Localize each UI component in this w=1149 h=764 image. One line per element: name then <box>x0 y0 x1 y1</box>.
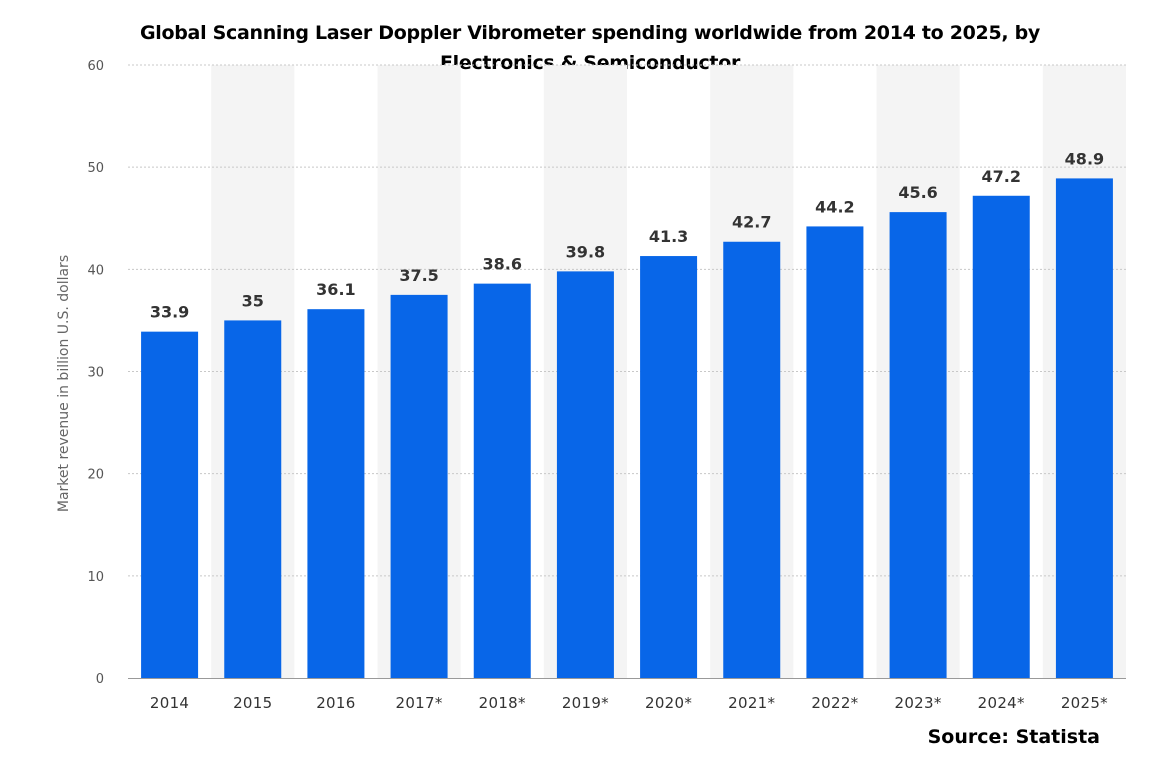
x-tick-label: 2020* <box>645 694 692 712</box>
data-label: 36.1 <box>316 280 355 299</box>
bar-2024 <box>972 195 1030 679</box>
bar-2020 <box>640 256 698 678</box>
value-labels: 33.9 35 36.1 37.5 38.6 39.8 41.3 42.7 44.2 45.6 47… <box>150 149 1104 321</box>
data-label: 48.9 <box>1065 149 1104 168</box>
data-label: 35 <box>242 291 264 310</box>
x-axis-labels: 2014 2015 2016 2017* 2018* 2019* 2020* 2021* 202… <box>150 694 1108 712</box>
source-note: Source: Statista <box>927 726 1100 748</box>
bar-2023 <box>889 212 947 678</box>
bar-2018 <box>473 283 531 678</box>
x-tick-label: 2018* <box>479 694 526 712</box>
x-tick-label: 2016 <box>316 694 355 712</box>
data-label: 37.5 <box>399 266 438 285</box>
y-tick-label: 10 <box>87 570 104 585</box>
data-label: 44.2 <box>815 197 854 216</box>
data-label: 41.3 <box>649 227 688 246</box>
y-axis-ticks: 0 10 20 30 40 50 60 <box>87 59 104 687</box>
data-label: 39.8 <box>566 242 605 261</box>
bar-2022 <box>806 226 864 678</box>
data-label: 42.7 <box>732 213 771 232</box>
bar-2015 <box>224 320 282 678</box>
bar-2016 <box>307 309 365 678</box>
y-tick-label: 50 <box>87 161 104 176</box>
x-tick-label: 2014 <box>150 694 189 712</box>
bars <box>141 178 1113 679</box>
x-tick-label: 2023* <box>894 694 941 712</box>
x-tick-label: 2025* <box>1061 694 1108 712</box>
x-tick-label: 2015 <box>233 694 272 712</box>
y-tick-label: 60 <box>87 59 104 74</box>
x-tick-label: 2017* <box>395 694 442 712</box>
x-tick-label: 2021* <box>728 694 775 712</box>
x-tick-label: 2024* <box>978 694 1025 712</box>
data-label: 47.2 <box>982 167 1021 186</box>
y-tick-label: 40 <box>87 263 104 278</box>
x-tick-label: 2022* <box>811 694 858 712</box>
y-tick-label: 30 <box>87 366 104 381</box>
bar-2017 <box>390 294 448 678</box>
bar-2021 <box>723 241 781 678</box>
bar-2014 <box>141 331 199 678</box>
data-label: 38.6 <box>483 255 522 274</box>
bar-2019 <box>556 271 614 678</box>
x-tick-label: 2019* <box>562 694 609 712</box>
data-label: 33.9 <box>150 303 189 322</box>
y-axis-label: Market revenue in billion U.S. dollars <box>56 255 72 512</box>
data-label: 45.6 <box>898 183 937 202</box>
y-tick-label: 0 <box>96 672 104 687</box>
bar-2025 <box>1055 178 1113 678</box>
y-tick-label: 20 <box>87 468 104 483</box>
